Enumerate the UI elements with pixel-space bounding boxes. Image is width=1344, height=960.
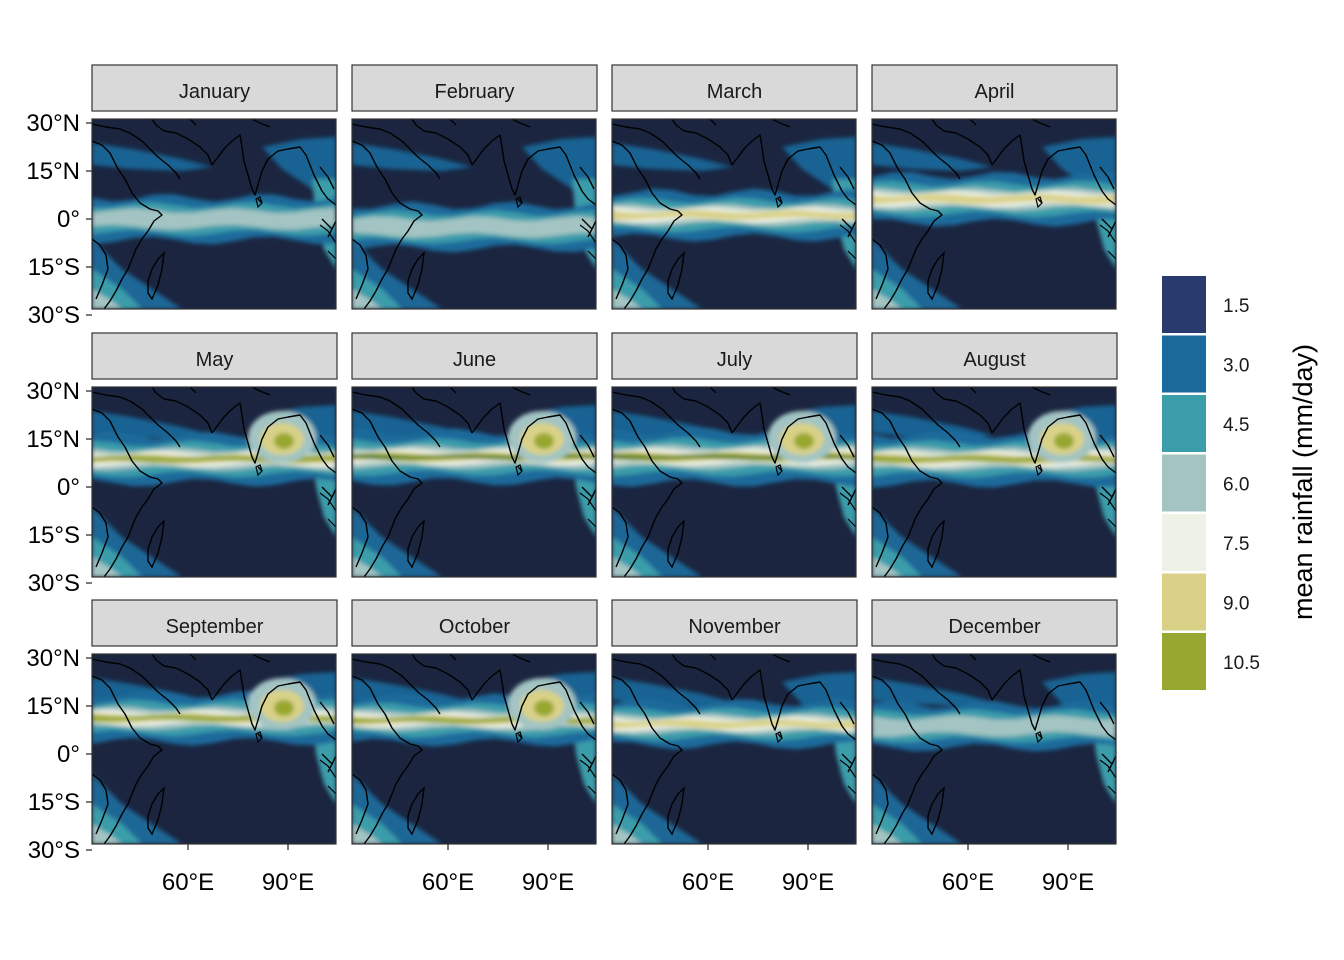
- legend-label: 10.5: [1223, 653, 1260, 674]
- panel-title: July: [717, 349, 753, 371]
- panel-title: June: [453, 349, 496, 371]
- rainfall-map: [611, 653, 857, 850]
- map-panel: August: [871, 332, 1118, 578]
- legend-swatch: [1162, 633, 1206, 690]
- legend-label: 1.5: [1223, 296, 1249, 317]
- y-tick-label: 15°N: [26, 426, 80, 453]
- y-tick-label: 15°S: [28, 522, 80, 549]
- panel-strip: [611, 64, 858, 112]
- map-panel: June: [351, 332, 598, 578]
- rainfall-map: [86, 653, 337, 851]
- legend-swatch: [1162, 335, 1206, 393]
- legend-title: mean rainfall (mm/day): [1288, 344, 1318, 620]
- map-panel: September: [86, 599, 338, 851]
- panel-strip: [611, 599, 858, 647]
- panel-title: October: [439, 616, 510, 638]
- panel-title: April: [974, 81, 1014, 103]
- rainfall-map: [611, 386, 857, 578]
- panel-strip: [611, 332, 858, 380]
- x-tick-label: 60°E: [942, 869, 994, 896]
- x-tick-label: 60°E: [682, 869, 734, 896]
- x-tick-label: 60°E: [422, 869, 474, 896]
- rainfall-map: [86, 386, 337, 584]
- legend-swatch: [1162, 454, 1206, 512]
- rainfall-map: [86, 118, 337, 316]
- x-tick-label: 90°E: [262, 869, 314, 896]
- y-tick-label: 0°: [57, 206, 80, 233]
- map-panel: October: [351, 599, 598, 850]
- map-panel: December: [871, 599, 1118, 850]
- rainfall-map: [351, 386, 597, 578]
- map-panel: May: [86, 332, 338, 584]
- y-tick-label: 30°S: [28, 570, 80, 597]
- panel-strip: [91, 599, 338, 647]
- y-tick-label: 15°S: [28, 254, 80, 281]
- y-tick-label: 30°N: [26, 645, 80, 672]
- y-tick-label: 0°: [57, 741, 80, 768]
- x-tick-label: 90°E: [1042, 869, 1094, 896]
- panel-title: March: [707, 81, 763, 103]
- map-panel: April: [871, 64, 1118, 310]
- panel-strip: [871, 332, 1118, 380]
- x-tick-label: 90°E: [522, 869, 574, 896]
- legend: 1.5 3.0 4.5 6.0 7.5 9.0 10.5 mean rainfall (mm/…: [1162, 276, 1318, 690]
- rainfall-map: [871, 386, 1117, 578]
- legend-label: 3.0: [1223, 356, 1249, 377]
- panel-strip: [871, 64, 1118, 112]
- rainfall-map: [351, 118, 597, 310]
- legend-swatch: [1162, 573, 1206, 631]
- panel-title: September: [166, 616, 264, 638]
- legend-label: 4.5: [1223, 415, 1249, 436]
- rainfall-map: [871, 118, 1117, 310]
- panel-grid: January February March April May June July Augu…: [26, 64, 1118, 896]
- legend-label: 9.0: [1223, 594, 1249, 615]
- map-panel: March: [611, 64, 858, 310]
- y-tick-label: 30°S: [28, 837, 80, 864]
- rainfall-map: [611, 118, 857, 310]
- legend-label: 6.0: [1223, 475, 1249, 496]
- y-tick-label: 30°N: [26, 110, 80, 137]
- panel-strip: [351, 332, 598, 380]
- legend-swatch: [1162, 395, 1206, 452]
- y-tick-label: 15°S: [28, 789, 80, 816]
- map-panel: February: [351, 64, 598, 310]
- panel-title: August: [963, 349, 1026, 371]
- rainfall-map: [351, 653, 597, 850]
- panel-strip: [91, 64, 338, 112]
- panel-strip: [871, 599, 1118, 647]
- legend-swatch: [1162, 514, 1206, 571]
- panel-strip: [91, 332, 338, 380]
- x-tick-label: 60°E: [162, 869, 214, 896]
- panel-title: January: [179, 81, 250, 103]
- x-tick-label: 90°E: [782, 869, 834, 896]
- legend-swatch: [1162, 276, 1206, 333]
- panel-title: November: [688, 616, 781, 638]
- panel-strip: [351, 599, 598, 647]
- map-panel: November: [611, 599, 858, 850]
- y-tick-label: 15°N: [26, 158, 80, 185]
- map-panel: July: [611, 332, 858, 578]
- legend-label: 7.5: [1223, 534, 1249, 555]
- panel-title: December: [948, 616, 1041, 638]
- panel-strip: [351, 64, 598, 112]
- y-tick-label: 0°: [57, 474, 80, 501]
- map-panel: January: [86, 64, 338, 316]
- y-tick-label: 15°N: [26, 693, 80, 720]
- y-tick-label: 30°N: [26, 378, 80, 405]
- panel-title: May: [196, 349, 234, 371]
- panel-title: February: [434, 81, 514, 103]
- y-tick-label: 30°S: [28, 302, 80, 329]
- rainfall-map: [871, 653, 1117, 850]
